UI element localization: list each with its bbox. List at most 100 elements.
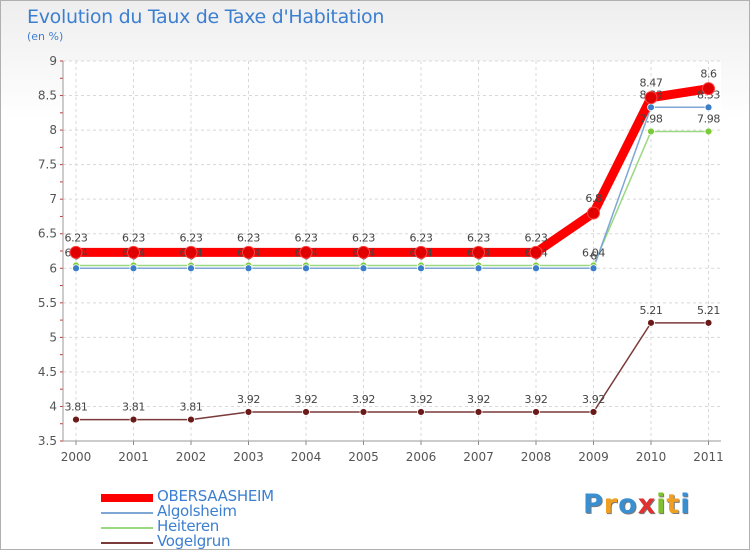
data-label-vogelgrun: 3.81	[65, 401, 88, 414]
data-label-obersaasheim: 6.23	[65, 231, 88, 244]
x-tick-label: 2011	[693, 450, 724, 464]
y-tick-label: 6.5	[38, 227, 57, 241]
data-label-vogelgrun: 3.92	[410, 393, 433, 406]
data-point-vogelgrun	[647, 318, 655, 327]
y-tick-label: 7	[49, 192, 57, 206]
data-point-vogelgrun	[532, 408, 540, 416]
x-tick-label: 2009	[578, 450, 609, 464]
data-label-heiteren: 6.04	[582, 247, 605, 260]
y-tick-label: 5	[49, 330, 57, 344]
data-point-heiteren	[647, 127, 655, 136]
data-point-algolsheim	[129, 264, 138, 273]
series-line-algolsheim	[75, 106, 710, 270]
x-tick-label: 2000	[61, 450, 92, 464]
data-label-obersaasheim: 6.23	[295, 231, 318, 244]
data-point-vogelgrun	[474, 408, 483, 416]
data-label-obersaasheim: 6.23	[352, 231, 375, 244]
logo-letter: r	[603, 489, 619, 520]
data-label-obersaasheim: 6.23	[525, 231, 548, 244]
x-tick-label: 2010	[636, 450, 667, 464]
y-tick-label: 3.5	[38, 434, 57, 448]
x-tick-label: 2004	[291, 450, 322, 464]
y-tick-label: 9	[49, 54, 57, 68]
series-line-obersaasheim	[71, 84, 713, 257]
data-label-vogelgrun: 5.21	[640, 304, 663, 317]
logo-letter: P	[583, 489, 604, 520]
data-point-vogelgrun	[187, 415, 195, 424]
data-point-algolsheim	[187, 264, 195, 273]
legend-label: Heiteren	[157, 517, 219, 535]
data-point-obersaasheim	[299, 245, 313, 259]
proxiti-logo: Proxiti	[583, 489, 691, 520]
data-label-vogelgrun: 3.81	[122, 401, 145, 414]
data-label-vogelgrun: 3.92	[352, 393, 375, 406]
data-label-heiteren: 7.98	[697, 112, 720, 125]
legend-swatch	[101, 494, 153, 502]
data-point-vogelgrun	[302, 408, 310, 416]
x-tick-label: 2008	[521, 450, 552, 464]
data-point-obersaasheim	[529, 245, 543, 259]
data-label-vogelgrun: 3.92	[525, 393, 548, 406]
logo-letter: t	[666, 489, 681, 520]
legend-label: OBERSAASHEIM	[157, 487, 274, 505]
data-point-algolsheim	[302, 264, 310, 273]
y-tick-label: 4.5	[38, 365, 57, 379]
data-point-obersaasheim	[644, 91, 658, 105]
data-point-vogelgrun	[417, 408, 425, 416]
legend-swatch	[101, 542, 153, 544]
data-point-obersaasheim	[702, 82, 715, 96]
logo-letter: x	[637, 489, 657, 520]
data-label-obersaasheim: 6.23	[467, 231, 490, 244]
data-point-algolsheim	[359, 264, 368, 273]
x-tick-label: 2005	[348, 450, 379, 464]
data-label-vogelgrun: 3.92	[237, 393, 260, 406]
x-tick-label: 2003	[233, 450, 264, 464]
data-label-vogelgrun: 3.92	[295, 393, 318, 406]
data-point-vogelgrun	[589, 408, 598, 416]
data-label-obersaasheim: 6.23	[237, 231, 260, 244]
data-label-vogelgrun: 5.21	[697, 304, 720, 317]
data-point-heiteren	[704, 127, 713, 136]
data-label-heiteren: 7.98	[640, 112, 663, 125]
data-point-algolsheim	[647, 103, 655, 112]
y-tick-label: 8	[49, 123, 57, 137]
data-label-vogelgrun: 3.81	[180, 401, 203, 414]
data-point-obersaasheim	[127, 245, 140, 259]
series-line-vogelgrun	[75, 322, 710, 421]
x-tick-label: 2007	[463, 450, 494, 464]
legend-swatch	[101, 527, 153, 529]
data-label-obersaasheim: 8.47	[640, 77, 663, 90]
logo-letter: i	[680, 489, 691, 520]
data-label-obersaasheim: 6.23	[180, 231, 203, 244]
x-tick-label: 2002	[176, 450, 207, 464]
data-point-algolsheim	[417, 264, 425, 273]
legend-swatch	[101, 512, 153, 514]
data-label-algolsheim: 6	[590, 249, 597, 262]
data-point-algolsheim	[72, 264, 80, 273]
logo-letter: o	[618, 489, 638, 520]
data-point-algolsheim	[474, 264, 483, 273]
data-point-algolsheim	[244, 264, 253, 273]
y-tick-label: 6	[49, 261, 57, 275]
logo-letter: i	[656, 489, 667, 520]
data-point-obersaasheim	[414, 245, 428, 259]
x-tick-label: 2001	[118, 450, 149, 464]
y-tick-label: 7.5	[38, 158, 57, 172]
y-tick-label: 8.5	[38, 89, 57, 103]
data-point-obersaasheim	[587, 206, 600, 220]
data-label-vogelgrun: 3.92	[467, 393, 490, 406]
data-point-vogelgrun	[72, 415, 80, 424]
data-label-vogelgrun: 3.92	[582, 393, 605, 406]
data-point-obersaasheim	[357, 245, 370, 259]
data-label-obersaasheim: 6.8	[585, 192, 602, 205]
data-point-vogelgrun	[129, 415, 138, 424]
data-point-vogelgrun	[704, 318, 713, 327]
y-tick-label: 5.5	[38, 296, 57, 310]
data-point-obersaasheim	[69, 245, 83, 259]
data-label-obersaasheim: 8.6	[700, 68, 717, 81]
data-label-obersaasheim: 6.23	[122, 231, 145, 244]
data-label-obersaasheim: 6.23	[410, 231, 433, 244]
data-point-algolsheim	[589, 264, 598, 273]
